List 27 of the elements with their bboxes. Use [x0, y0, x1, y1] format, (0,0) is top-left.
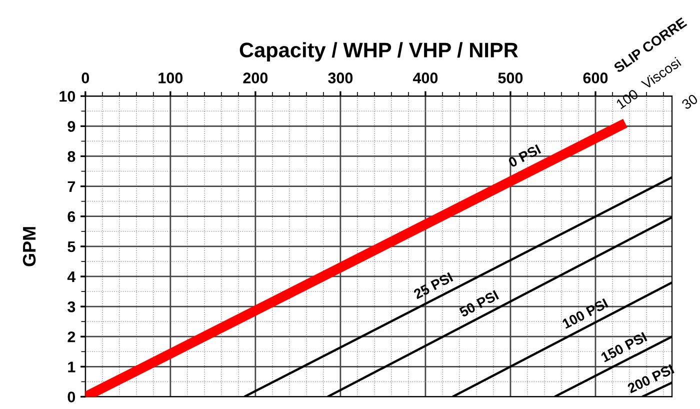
x-tick-label: 300 [328, 72, 353, 84]
text: 0 PSI [508, 144, 542, 168]
y-tick-label: 6 [68, 211, 76, 222]
text: 150 PSI [600, 332, 648, 362]
y-tick-label: 1 [68, 362, 76, 372]
x-tick-label: 600 [583, 72, 608, 84]
y-tick-label: 9 [68, 121, 76, 132]
x-tick-label: 0 [82, 72, 90, 84]
y-tick-label: 7 [68, 181, 76, 192]
y-tick-label: 0 [68, 392, 76, 402]
y-tick-label: 10 [60, 90, 76, 102]
y-axis-title: GPM [22, 227, 36, 266]
y-tick-label: 3 [68, 301, 76, 312]
y-tick-label: 2 [68, 331, 76, 342]
text: 100 PSI [562, 298, 608, 329]
text: 200 PSI [626, 364, 674, 394]
x-tick-label: 400 [412, 72, 438, 84]
chart-title: Capacity / WHP / VHP / NIPR [240, 42, 518, 62]
y-tick-label: 5 [68, 241, 76, 252]
text: 25 PSI [412, 272, 454, 300]
y-tick-label: 8 [68, 151, 76, 162]
x-tick-label: 200 [243, 72, 268, 84]
y-tick-label: 4 [67, 272, 76, 282]
text: 30 [681, 94, 698, 110]
text: 50 PSI [458, 290, 500, 318]
x-tick-label: 500 [498, 72, 523, 84]
x-tick-label: 100 [158, 72, 183, 84]
